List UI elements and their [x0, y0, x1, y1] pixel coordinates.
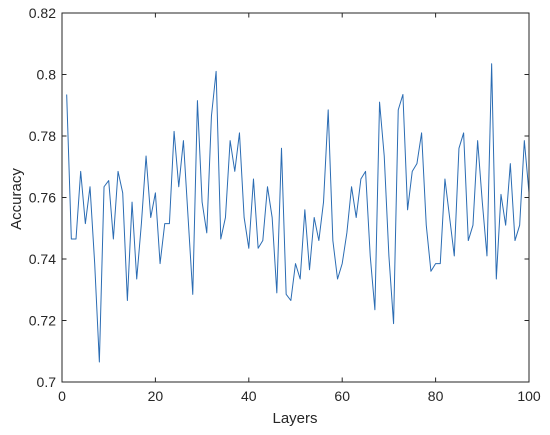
y-tick-label: 0.74	[29, 251, 56, 267]
x-tick-label: 100	[517, 388, 541, 404]
x-tick-label: 0	[58, 388, 66, 404]
axis-ticks	[61, 12, 530, 383]
y-tick-label: 0.7	[37, 374, 57, 390]
x-tick-label: 20	[148, 388, 164, 404]
x-tick-label: 80	[428, 388, 444, 404]
x-tick-label: 40	[241, 388, 257, 404]
y-tick-label: 0.8	[37, 67, 57, 83]
x-axis-label: Layers	[272, 410, 317, 427]
x-tick-label: 60	[334, 388, 350, 404]
y-tick-label: 0.78	[29, 128, 56, 144]
y-tick-label: 0.76	[29, 190, 56, 206]
y-axis-label: Accuracy	[8, 168, 25, 230]
series-line	[66, 63, 530, 363]
y-tick-label: 0.82	[29, 5, 56, 21]
y-tick-label: 0.72	[29, 313, 56, 329]
tick-labels: 0 20 40 60 80 100 0.7 0.72 0.74 0.76 0.78 0.8 0.82	[29, 5, 541, 404]
